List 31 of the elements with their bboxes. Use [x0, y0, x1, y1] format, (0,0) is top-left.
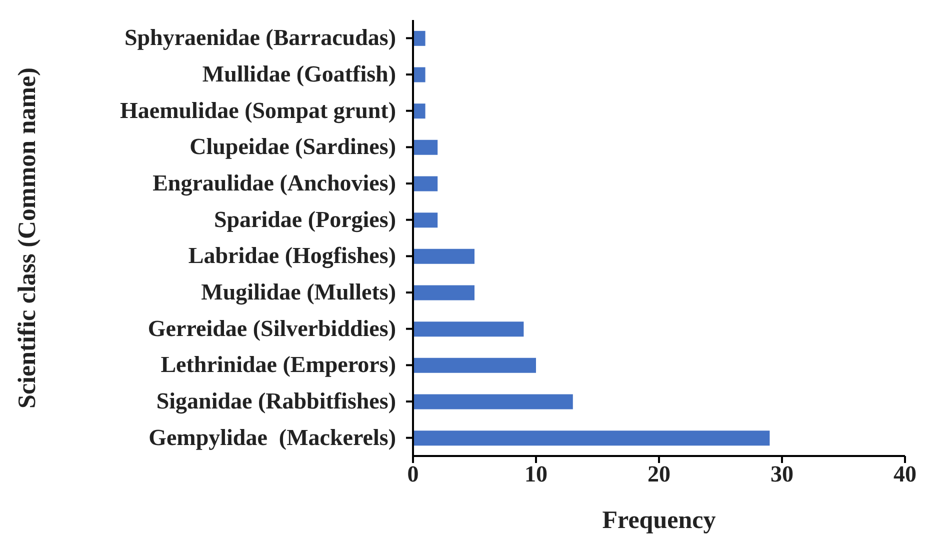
bar: [413, 285, 474, 300]
y-tick-label: Labridae (Hogfishes): [188, 243, 396, 270]
bar: [413, 322, 524, 337]
y-tick-label: Siganidae (Rabbitfishes): [156, 388, 396, 414]
y-tick-label: Gempylidae (Mackerels): [148, 424, 396, 450]
bar: [413, 358, 536, 373]
x-tick-label: 40: [894, 461, 916, 486]
y-tick-label: Clupeidae (Sardines): [190, 134, 396, 160]
bar: [413, 430, 770, 446]
y-tick-label: Mugilidae (Mullets): [201, 280, 396, 306]
x-axis-title: Frequency: [602, 507, 716, 534]
bar: [413, 104, 426, 119]
y-tick-label: Engraulidae (Anchovies): [152, 170, 396, 196]
y-axis-title: Scientific class (Common name): [14, 68, 41, 408]
x-tick-label: 0: [407, 461, 419, 486]
x-tick-label: 30: [770, 461, 794, 486]
y-tick-label: Haemulidae (Sompat grunt): [120, 98, 396, 124]
bar: [413, 394, 573, 410]
bar: [413, 176, 438, 192]
bar: [413, 67, 426, 82]
y-tick-label: Sphyraenidae (Barracudas): [124, 25, 396, 50]
bar: [413, 140, 438, 155]
y-tick-label: Gerreidae (Silverbiddies): [148, 316, 396, 341]
x-tick-label: 20: [648, 461, 670, 486]
y-tick-label: Mullidae (Goatfish): [202, 62, 396, 86]
x-tick-label: 10: [524, 461, 548, 486]
bar: [413, 212, 438, 228]
bar: [413, 30, 426, 46]
bar: [413, 248, 474, 264]
y-tick-label: Sparidae (Porgies): [214, 206, 396, 233]
y-tick-label: Lethrinidae (Emperors): [160, 352, 396, 378]
